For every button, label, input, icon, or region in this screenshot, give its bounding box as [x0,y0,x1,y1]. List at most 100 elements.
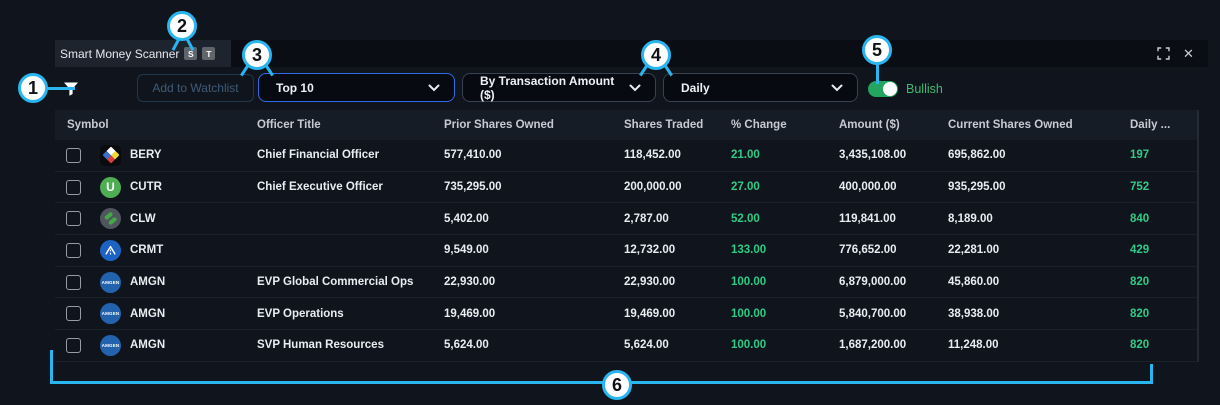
table-row[interactable]: CRMT 9,549.00 12,732.00 133.00 776,652.0… [55,235,1197,267]
table-row[interactable]: BERY Chief Financial Officer 577,410.00 … [55,140,1197,172]
period-dropdown-value: Daily [681,80,710,95]
row-checkbox[interactable] [66,337,81,353]
column-officer-title[interactable]: Officer Title [257,119,321,131]
column-shares-traded[interactable]: Shares Traded [624,119,704,131]
callout-2: 2 [167,11,197,41]
shares-traded-cell: 5,624.00 [624,339,669,352]
bullish-toggle-label: Bullish [906,82,943,96]
shares-traded-cell: 19,469.00 [624,307,676,320]
symbol-label: BERY [130,149,162,162]
current-shares-owned-cell: 11,248.00 [948,339,999,352]
pct-change-cell: 100.00 [731,276,767,289]
close-icon[interactable]: ✕ [1183,46,1194,61]
panel-title: Smart Money Scanner [60,46,180,61]
prior-shares-owned-cell: 19,469.00 [444,307,496,320]
badge-s[interactable]: S [184,47,198,60]
daily-cell: 820 [1130,339,1150,352]
row-checkbox[interactable] [66,211,81,227]
column-daily[interactable]: Daily ... [1130,119,1171,131]
amount-cell: 5,840,700.00 [839,307,907,320]
table-row[interactable]: U CUTR Chief Executive Officer 735,295.0… [55,172,1197,204]
badge-t[interactable]: T [202,47,216,60]
daily-cell: 820 [1130,307,1150,320]
sort-by-dropdown-value: By Transaction Amount ($) [480,73,615,102]
tab-smart-money-scanner[interactable]: Smart Money Scanner S T [55,40,231,67]
row-checkbox[interactable] [66,179,81,195]
current-shares-owned-cell: 38,938.00 [948,307,1000,320]
column-prior-shares-owned[interactable]: Prior Shares Owned [444,119,554,131]
clw-logo-icon [100,208,121,230]
daily-cell: 820 [1130,276,1150,289]
amount-cell: 1,687,200.00 [839,339,907,352]
current-shares-owned-cell: 22,281.00 [948,244,1000,257]
callout-1-connector [45,86,75,90]
add-to-watchlist-button[interactable]: Add to Watchlist [137,74,254,102]
row-checkbox[interactable] [66,242,81,258]
shares-traded-cell: 118,452.00 [624,149,681,162]
bery-logo-icon [100,144,121,166]
callout-6-bracket [50,381,1153,384]
panel-titlebar: Smart Money Scanner S T ✕ [55,40,1208,67]
cutr-logo-icon: U [100,176,121,198]
prior-shares-owned-cell: 22,930.00 [444,276,496,289]
chevron-down-icon [629,81,641,95]
daily-cell: 840 [1130,212,1150,225]
shares-traded-cell: 12,732.00 [624,244,676,257]
column-symbol[interactable]: Symbol [67,119,109,131]
current-shares-owned-cell: 45,860.00 [948,276,1000,289]
scrollbar-track[interactable] [1197,110,1199,362]
officer-title-cell: Chief Financial Officer [257,149,380,162]
rank-dropdown[interactable]: Top 10 [258,73,455,102]
symbol-label: AMGN [130,307,166,320]
pct-change-cell: 27.00 [731,181,760,194]
column-pct-change[interactable]: % Change [731,119,787,131]
table-row[interactable]: AMGEN AMGN EVP Global Commercial Ops 22,… [55,267,1197,299]
officer-title-cell: Chief Executive Officer [257,181,383,194]
chevron-down-icon [831,81,843,95]
daily-cell: 197 [1130,149,1150,162]
amount-cell: 400,000.00 [839,181,897,194]
period-dropdown[interactable]: Daily [663,73,858,102]
symbol-label: CRMT [130,244,164,257]
row-checkbox[interactable] [66,274,81,290]
table-row[interactable]: CLW 5,402.00 2,787.00 52.00 119,841.00 8… [55,203,1197,236]
callout-4: 4 [641,40,671,70]
symbol-label: AMGN [130,276,166,289]
chevron-down-icon [428,81,440,95]
daily-cell: 429 [1130,244,1150,257]
pct-change-cell: 100.00 [731,307,767,320]
pct-change-cell: 133.00 [731,244,767,257]
callout-6-bracket [1150,364,1153,384]
row-checkbox[interactable] [66,147,81,163]
amgn-logo-icon: AMGEN [100,271,121,293]
amount-cell: 3,435,108.00 [839,149,907,162]
row-checkbox[interactable] [66,306,81,322]
officer-title-cell: EVP Global Commercial Ops [257,276,414,289]
prior-shares-owned-cell: 735,295.00 [444,181,502,194]
pct-change-cell: 21.00 [731,149,760,162]
sort-by-dropdown[interactable]: By Transaction Amount ($) [462,73,656,102]
callout-1: 1 [18,73,48,103]
table-row[interactable]: AMGEN AMGN EVP Operations 19,469.00 19,4… [55,298,1197,331]
callout-6: 6 [602,370,632,400]
current-shares-owned-cell: 8,189.00 [948,212,993,225]
symbol-label: CUTR [130,181,162,194]
column-current-shares-owned[interactable]: Current Shares Owned [948,119,1073,131]
crmt-logo-icon [100,239,121,261]
column-amount[interactable]: Amount ($) [839,119,900,131]
bullish-toggle[interactable] [868,81,898,97]
pct-change-cell: 52.00 [731,212,760,225]
callout-5-connector [875,61,879,84]
officer-title-cell: SVP Human Resources [257,339,384,352]
table-row[interactable]: AMGEN AMGN SVP Human Resources 5,624.00 … [55,330,1197,362]
prior-shares-owned-cell: 5,402.00 [444,212,489,225]
callout-5: 5 [862,35,892,65]
shares-traded-cell: 200,000.00 [624,181,682,194]
prior-shares-owned-cell: 9,549.00 [444,244,489,257]
current-shares-owned-cell: 695,862.00 [948,149,1006,162]
maximize-icon[interactable] [1156,46,1171,61]
symbol-label: CLW [130,212,156,225]
toggle-knob [883,82,897,96]
amount-cell: 119,841.00 [839,212,896,225]
amgn-logo-icon: AMGEN [100,334,121,356]
